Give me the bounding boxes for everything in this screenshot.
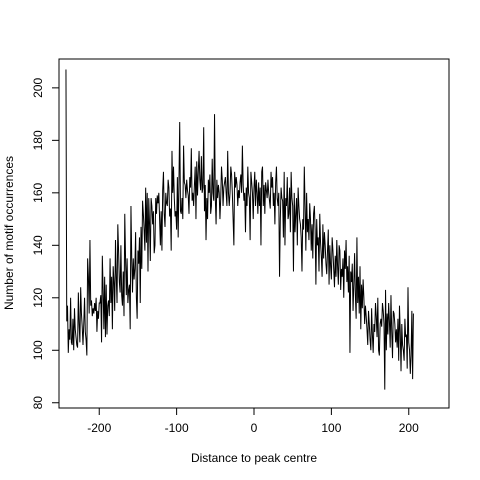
y-tick-label: 80 (31, 396, 45, 410)
x-axis-title: Distance to peak centre (191, 451, 317, 465)
y-tick-label: 200 (31, 78, 45, 98)
series-layer (65, 69, 414, 390)
x-tick-label: -100 (165, 421, 189, 435)
series-line (65, 69, 414, 390)
y-tick-label: 100 (31, 340, 45, 360)
y-tick-label: 120 (31, 287, 45, 307)
y-axis: 80 100 120 140 160 180 200 (31, 78, 60, 410)
x-tick-label: 0 (251, 421, 258, 435)
y-tick-label: 160 (31, 182, 45, 202)
x-axis: -200 -100 0 100 200 (87, 407, 419, 435)
x-tick-label: 200 (399, 421, 419, 435)
y-axis-title: Number of motif occurrences (2, 156, 16, 310)
x-tick-label: 100 (321, 421, 341, 435)
x-tick-label: -200 (87, 421, 111, 435)
y-tick-label: 180 (31, 130, 45, 150)
y-tick-label: 140 (31, 235, 45, 255)
